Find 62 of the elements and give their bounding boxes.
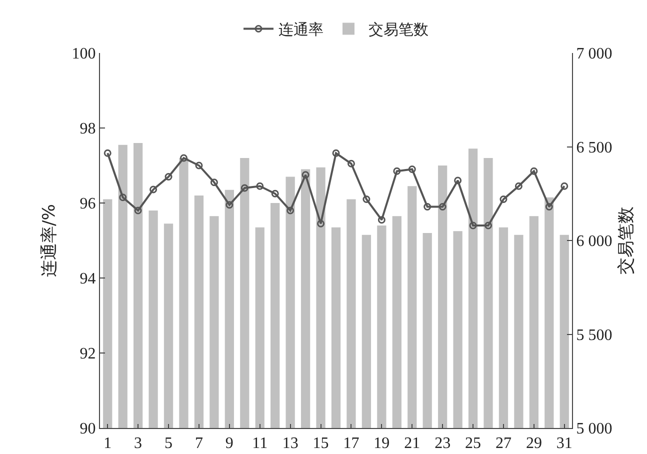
legend-label: 连通率 xyxy=(278,20,324,39)
y2-tick-label: 6 500 xyxy=(576,139,612,156)
point xyxy=(500,196,508,203)
point xyxy=(134,206,142,214)
x-tick-label: 15 xyxy=(312,435,329,452)
x-tick-label: 11 xyxy=(252,435,268,452)
point xyxy=(286,206,294,214)
x-tick-label: 7 xyxy=(194,435,203,452)
point xyxy=(180,154,188,162)
point xyxy=(530,167,538,175)
point xyxy=(514,182,522,190)
point xyxy=(484,222,492,230)
x-tick-label: 5 xyxy=(164,435,173,452)
x-tick-label: 9 xyxy=(225,435,234,452)
point xyxy=(302,171,310,179)
point xyxy=(469,222,477,230)
point xyxy=(454,176,462,184)
y-tick-label: 92 xyxy=(80,346,96,363)
point xyxy=(119,194,127,202)
point xyxy=(164,173,172,180)
x-tick-label: 29 xyxy=(526,435,542,452)
y-axis-title: 连通率/% xyxy=(39,204,60,277)
x-tick-label: 3 xyxy=(134,435,142,452)
x-tick-label: 1 xyxy=(104,435,112,452)
x-tick-label: 23 xyxy=(434,435,451,452)
point xyxy=(560,182,568,190)
point xyxy=(226,201,234,209)
point xyxy=(362,196,370,203)
point xyxy=(240,184,248,192)
x-tick-label: 19 xyxy=(374,435,390,452)
point xyxy=(271,190,279,198)
y-tick-label: 100 xyxy=(72,46,96,63)
y-tick-label: 98 xyxy=(80,120,96,138)
point xyxy=(347,160,355,168)
point xyxy=(332,149,340,157)
y2-tick-label: 5 000 xyxy=(576,420,612,438)
x-tick-label: 27 xyxy=(495,435,512,452)
x-tick-label: 17 xyxy=(343,435,360,452)
legend-label: 交易笔数 xyxy=(368,20,428,39)
x-tick-label: 21 xyxy=(404,435,420,452)
y2-tick-label: 7 000 xyxy=(576,46,612,63)
y-tick-label: 96 xyxy=(80,196,96,213)
y-tick-label: 94 xyxy=(80,270,96,288)
y2-tick-label: 5 500 xyxy=(576,326,612,344)
point xyxy=(104,149,112,157)
x-tick-label: 13 xyxy=(282,435,298,452)
x-tick-label: 25 xyxy=(465,435,482,452)
point xyxy=(424,203,432,210)
point xyxy=(408,166,416,173)
point xyxy=(210,178,218,186)
point xyxy=(317,220,325,228)
point xyxy=(150,186,158,194)
point xyxy=(545,203,553,210)
y2-axis-title: 交易笔数 xyxy=(616,206,637,274)
point xyxy=(256,182,264,190)
point xyxy=(393,167,401,175)
point xyxy=(195,162,203,170)
y2-tick-label: 6 000 xyxy=(576,233,612,250)
point xyxy=(378,216,386,224)
y-tick-label: 90 xyxy=(80,420,96,438)
point xyxy=(438,203,446,210)
x-tick-label: 31 xyxy=(556,435,572,452)
